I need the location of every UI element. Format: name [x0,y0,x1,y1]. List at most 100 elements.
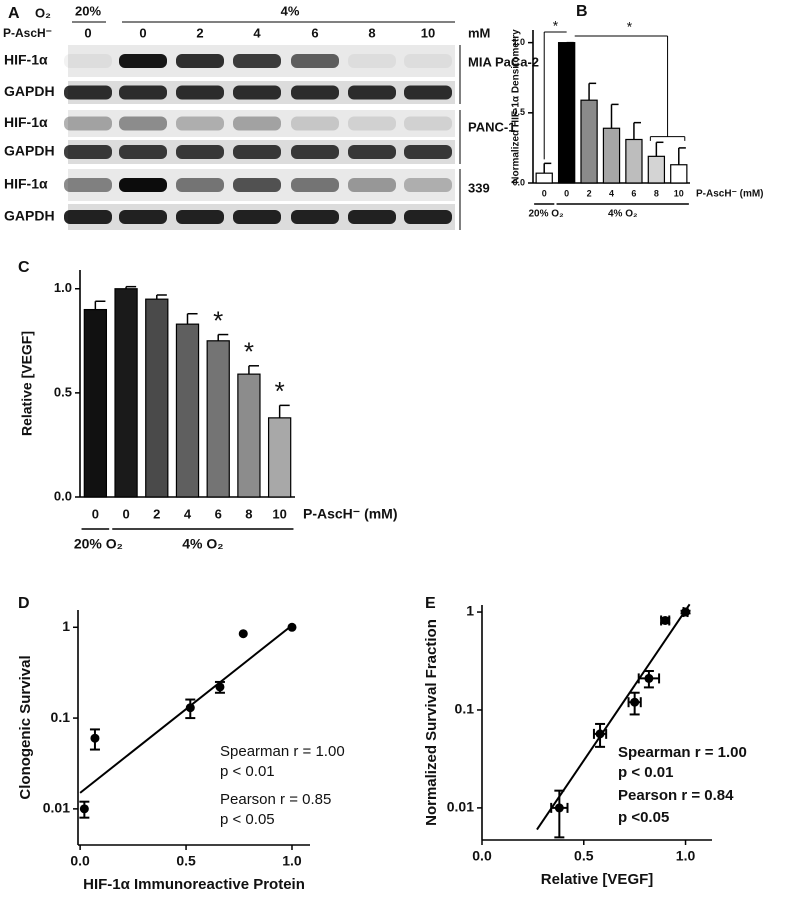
band [291,54,339,68]
point [681,607,691,617]
y-tick-label: 0.0 [512,177,525,187]
band [233,85,281,100]
point [644,673,654,683]
lane-label: 0 [139,25,146,40]
y-tick-label: 0.5 [512,107,525,117]
stat-annotation: Pearson r = 0.84 [618,787,734,804]
group-label: 20% O₂ [74,536,123,552]
band [404,85,452,100]
band [176,178,224,192]
x-tick-label: 10 [272,506,286,521]
cell-line-label: PANC-1 [468,119,515,134]
x-tick-label: 6 [215,506,222,521]
band [348,145,396,159]
x-tick-label: 0 [564,188,569,198]
lane-label: 2 [196,25,203,40]
y-tick-label: 1 [466,603,474,619]
x-tick-label: 0.0 [472,848,492,864]
fit-line [536,603,691,831]
x-tick-label: 2 [587,188,592,198]
band [233,210,281,224]
cell-line-label: MIA PaCa-2 [468,54,539,69]
stat-annotation: Spearman r = 1.00 [618,744,747,761]
panel-letter: E [425,595,436,612]
cell-line-label: 339 [468,180,490,195]
x-axis-label: P-AscH⁻ (mM) [696,189,764,200]
x-tick-label: 4 [184,506,192,521]
band [404,210,452,224]
bar [647,155,666,184]
bar [206,340,230,498]
band [119,178,167,192]
significance-mark: * [627,19,633,35]
band [64,85,112,100]
o2-label: O₂ [35,5,51,20]
point [287,622,297,632]
point [215,682,225,692]
significance-mark: * [275,376,285,406]
x-tick-label: 0 [92,506,99,521]
lane-label: 10 [421,25,435,40]
y-tick-label: 0.0 [54,488,72,503]
point [185,703,195,713]
band [404,54,452,68]
group-label: 20% O₂ [529,209,564,220]
x-tick-label: 2 [153,506,160,521]
y-axis-label: Clonogenic Survival [17,655,34,799]
band [233,178,281,192]
bar [83,308,108,498]
band [119,85,167,100]
band [233,145,281,159]
x-axis-label: HIF-1α Immunoreactive Protein [83,876,305,893]
x-axis-label: Relative [VEGF] [541,871,654,888]
band [119,145,167,159]
lane-label: 8 [368,25,375,40]
y-tick-label: 0.1 [51,709,71,725]
band [176,85,224,100]
point [90,733,100,743]
band [291,145,339,159]
x-tick-label: 4 [609,188,614,198]
point [630,697,640,707]
treatment-label: P-AscH⁻ [3,26,52,40]
bar [625,138,643,184]
band [348,210,396,224]
lane-label: 4 [253,25,261,40]
bar [557,42,576,184]
y-axis-label: Relative [VEGF] [19,331,35,436]
band [291,178,339,192]
x-tick-label: 6 [631,188,636,198]
stat-annotation: p < 0.05 [220,811,275,828]
band [291,85,339,100]
x-tick-label: 1.0 [676,848,696,864]
significance-mark: * [553,18,559,34]
band [119,210,167,224]
point [595,729,605,739]
stat-annotation: Spearman r = 1.00 [220,743,345,760]
x-tick-label: 0.5 [574,848,594,864]
band [233,116,281,131]
x-tick-label: 0.0 [70,853,90,869]
y-axis-label: Normalized Survival Fraction [423,619,440,826]
y-axis-label: Normalized HIF-1α Densitometry [511,29,522,184]
band [348,85,396,100]
o2-level: 20% [75,3,101,18]
band [64,210,112,224]
y-tick-label: 0.5 [54,384,72,399]
stat-annotation: p < 0.01 [220,763,275,780]
x-tick-label: 0 [122,506,129,521]
significance-mark: * [244,337,254,367]
y-tick-label: 1.0 [54,280,72,295]
stat-annotation: p < 0.01 [618,764,673,781]
band [291,210,339,224]
bar [267,417,292,498]
band [176,116,224,131]
panel-letter: B [576,3,588,20]
band [348,116,396,131]
y-tick-label: 0.1 [455,701,475,717]
point [79,804,89,814]
x-tick-label: 10 [674,188,684,198]
x-tick-label: 1.0 [282,853,302,869]
bar [602,127,621,184]
